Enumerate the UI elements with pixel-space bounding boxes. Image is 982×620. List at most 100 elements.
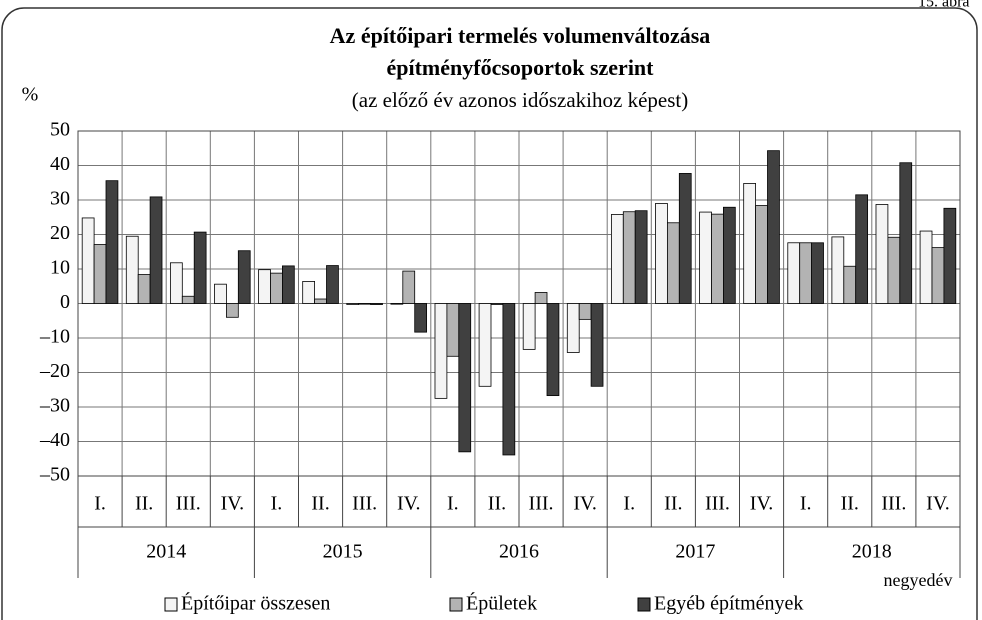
bar <box>843 265 857 304</box>
bar <box>125 235 139 304</box>
bar <box>490 303 504 305</box>
bar <box>81 217 95 304</box>
frame <box>1 7 978 620</box>
bar <box>666 222 680 304</box>
x-tick-label: IV. <box>926 493 950 515</box>
bar <box>169 262 183 304</box>
bar <box>214 283 227 304</box>
x-tick-label: III. <box>529 493 554 515</box>
bar <box>699 211 712 304</box>
bar <box>534 292 548 304</box>
bar <box>787 242 801 304</box>
bar <box>314 298 327 304</box>
bar <box>402 270 416 304</box>
bar <box>634 210 648 304</box>
bar <box>811 242 824 304</box>
legend-label: Egyéb építmények <box>654 593 803 615</box>
legend-label: Épületek <box>466 592 537 615</box>
x-tick-label: IV. <box>573 493 597 515</box>
year-label: 2014 <box>146 541 186 563</box>
y-tick-label: 30 <box>50 188 70 210</box>
x-tick-label: IV. <box>221 493 245 515</box>
legend-swatch <box>449 597 463 612</box>
legend-swatch <box>637 597 651 612</box>
bar <box>181 295 195 304</box>
x-tick-label: III. <box>705 493 730 515</box>
y-tick-label: –40 <box>39 429 70 451</box>
bar <box>887 236 901 304</box>
x-tick-label: I. <box>271 493 283 515</box>
bar <box>105 180 119 304</box>
bar <box>590 303 604 387</box>
bar <box>502 303 516 456</box>
bar <box>193 231 207 304</box>
bar <box>831 236 845 304</box>
y-axis-label: % <box>22 84 39 106</box>
x-tick-label: I. <box>447 493 459 515</box>
x-tick-label: II. <box>488 493 506 515</box>
bar <box>743 183 756 304</box>
y-tick-label: –30 <box>39 395 70 417</box>
bar <box>919 230 933 304</box>
bar <box>346 303 360 305</box>
chart-subtitle: (az előző év azonos időszakihoz képest) <box>352 88 688 112</box>
bar <box>622 211 636 304</box>
x-axis-label: negyedév <box>884 570 953 590</box>
year-label: 2016 <box>499 541 539 563</box>
bar <box>149 196 163 304</box>
year-label: 2018 <box>852 541 892 563</box>
y-tick-label: 40 <box>50 153 70 175</box>
bar <box>522 303 536 350</box>
bar <box>478 303 492 387</box>
year-label: 2015 <box>323 541 363 563</box>
legend-swatch <box>164 597 178 612</box>
x-tick-label: III. <box>881 493 906 515</box>
bar <box>446 303 460 357</box>
bar <box>546 303 560 397</box>
bar <box>370 303 383 305</box>
x-tick-label: III. <box>176 493 201 515</box>
bar <box>358 303 372 305</box>
x-tick-label: II. <box>311 493 329 515</box>
bar <box>434 303 448 399</box>
y-tick-label: 20 <box>50 222 70 244</box>
bar <box>899 162 913 304</box>
bar <box>326 265 339 304</box>
plot-frame <box>77 130 961 477</box>
year-label: 2017 <box>675 541 715 563</box>
bar <box>711 213 724 304</box>
bar <box>93 244 107 304</box>
bar <box>225 303 239 318</box>
x-tick-label: IV. <box>750 493 774 515</box>
y-tick-label: –10 <box>39 326 70 348</box>
y-tick-label: 0 <box>60 291 70 313</box>
bar <box>678 173 692 304</box>
bar <box>943 207 957 304</box>
y-tick-label: –50 <box>39 464 70 486</box>
bar <box>566 303 580 353</box>
x-tick-label: I. <box>94 493 106 515</box>
bar <box>767 150 780 304</box>
y-tick-label: –20 <box>39 360 70 382</box>
x-tick-label: I. <box>623 493 635 515</box>
bar <box>137 274 151 304</box>
bar <box>578 303 592 320</box>
corner-label: 15. ábra <box>918 0 970 11</box>
x-tick-label: I. <box>800 493 812 515</box>
chart-title: építményfőcsoportok szerint <box>386 55 654 80</box>
y-tick-label: 50 <box>50 119 70 141</box>
bar <box>723 206 736 304</box>
bar <box>755 205 768 304</box>
bar <box>855 194 869 304</box>
bar <box>258 269 271 304</box>
x-tick-label: III. <box>352 493 377 515</box>
bar <box>390 303 404 305</box>
bar <box>610 214 624 304</box>
bar <box>282 265 295 304</box>
bar <box>237 250 251 304</box>
chart-title: Az építőipari termelés volumenváltozása <box>330 23 711 48</box>
x-tick-label: II. <box>841 493 859 515</box>
legend-label: Építőipar összesen <box>181 592 330 615</box>
y-tick-label: 10 <box>50 257 70 279</box>
